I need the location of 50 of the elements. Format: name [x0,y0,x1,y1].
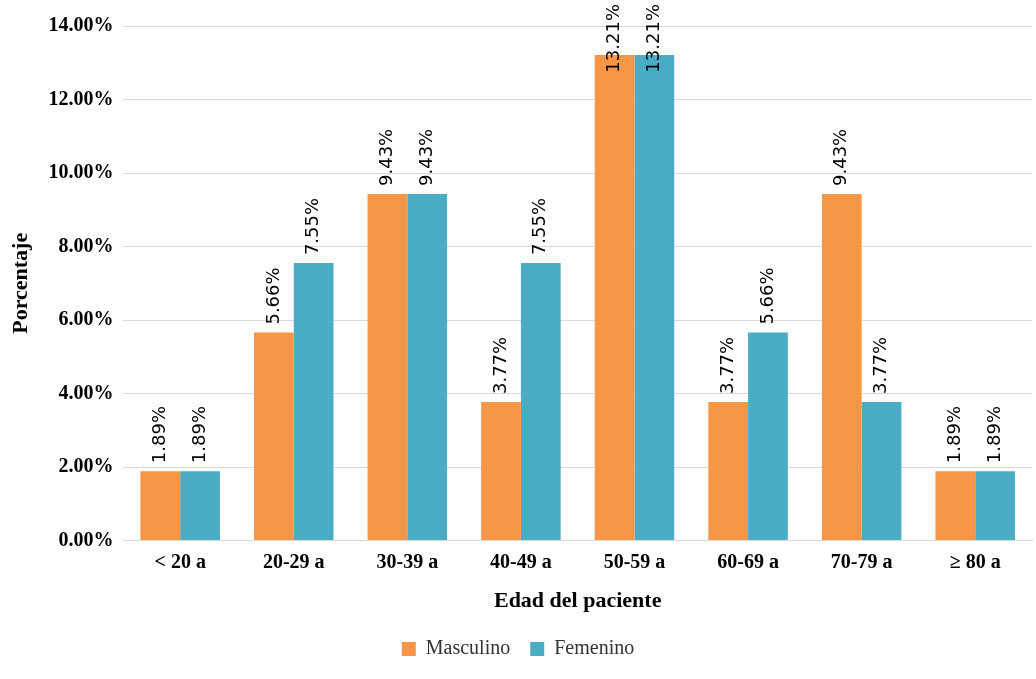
x-tick-label: 30-39 a [376,549,439,572]
data-label: 1.89% [943,405,965,464]
bar [708,402,749,541]
data-label: 1.89% [982,405,1004,464]
data-label: 3.77% [488,336,510,395]
bar [748,332,788,541]
bar [293,263,334,541]
x-tick-label: 60-69 a [717,549,779,572]
y-tick-label: 6.00% [58,307,114,330]
y-tick-label: 12.00% [48,86,114,109]
data-label: 9.43% [375,128,397,186]
data-label: 9.43% [829,128,851,186]
data-label: 7.55% [528,197,550,256]
legend-label: Femenino [554,636,635,659]
y-tick-label: 0.00% [58,527,114,550]
y-tick-label: 10.00% [48,160,114,183]
x-axis-title: Edad del paciente [493,587,662,613]
x-tick-label: < 20 a [154,549,206,572]
bar [407,193,448,541]
bar [140,471,181,541]
y-tick-label: 14.00% [48,13,114,36]
x-tick-label: 40-49 a [490,549,552,572]
bar [481,402,521,541]
data-label: 3.77% [715,336,737,395]
data-label: 5.66% [755,267,777,325]
data-label: 13.21% [602,3,624,73]
data-label: 1.89% [187,405,209,464]
x-tick-label: ≥ 80 a [949,549,1001,572]
y-tick-label: 2.00% [58,454,114,477]
x-tick-label: 70-79 a [830,549,893,572]
y-tick-label: 8.00% [58,233,114,256]
bar [254,332,294,541]
data-label: 5.66% [261,267,283,325]
y-axis-title: Porcentaje [6,232,32,334]
bar [367,193,408,541]
data-label: 13.21% [642,3,664,73]
bar [935,471,976,541]
bar [520,263,561,541]
bar [861,402,902,541]
y-tick-label: 4.00% [58,380,114,403]
data-label: 1.89% [147,405,169,464]
data-label: 3.77% [869,336,891,395]
data-label: 7.55% [301,197,323,256]
bar [975,471,1015,541]
bar [180,471,220,541]
x-tick-label: 50-59 a [603,549,666,572]
legend-label: Masculino [425,636,511,659]
bar [821,193,862,541]
x-tick-label: 20-29 a [262,549,325,572]
data-label: 9.43% [414,128,436,186]
